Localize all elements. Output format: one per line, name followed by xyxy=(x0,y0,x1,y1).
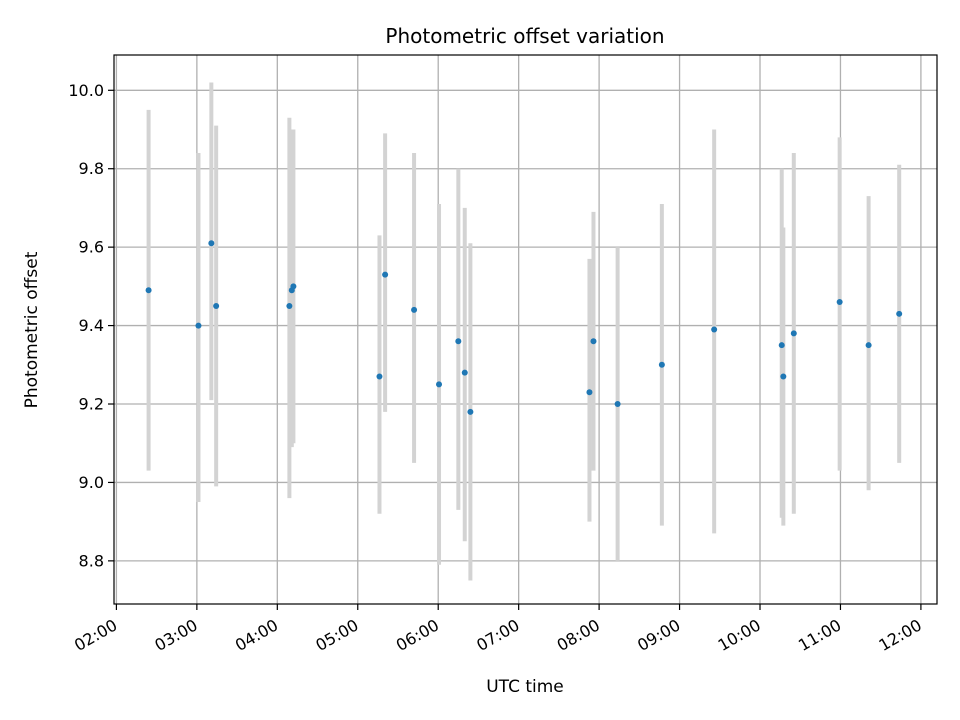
data-point xyxy=(376,373,383,380)
data-point xyxy=(411,306,418,313)
data-point xyxy=(658,361,665,368)
data-points xyxy=(145,240,903,415)
y-axis-title: Photometric offset xyxy=(22,251,42,408)
y-tick-label: 8.8 xyxy=(79,551,104,570)
data-point xyxy=(286,302,293,309)
data-point xyxy=(290,283,297,290)
x-tick-label: 07:00 xyxy=(473,615,522,655)
y-tick-label: 9.0 xyxy=(79,473,104,492)
data-point xyxy=(614,401,621,408)
data-point xyxy=(461,369,468,376)
data-point xyxy=(145,287,152,294)
data-point xyxy=(836,299,843,306)
data-point xyxy=(455,338,462,345)
y-tick-label: 10.0 xyxy=(68,81,104,100)
x-tick-label: 09:00 xyxy=(634,615,683,655)
data-point xyxy=(711,326,718,333)
x-tick-label: 02:00 xyxy=(71,615,120,655)
x-axis-ticks: 02:00 03:00 04:00 05:00 06:00 07:00 08:00 09:00… xyxy=(71,604,925,655)
data-point xyxy=(780,373,787,380)
y-axis-ticks: 8.8 9.0 9.2 9.4 9.6 9.8 10.0 xyxy=(68,81,114,570)
x-tick-label: 05:00 xyxy=(312,615,361,655)
x-tick-label: 12:00 xyxy=(875,615,924,655)
plot-area-frame xyxy=(113,54,938,605)
x-tick-label: 10:00 xyxy=(715,615,764,655)
data-point xyxy=(790,330,797,337)
data-point xyxy=(436,381,443,388)
data-point xyxy=(778,342,785,349)
x-tick-label: 08:00 xyxy=(554,615,603,655)
error-bars xyxy=(146,82,902,581)
data-point xyxy=(896,310,903,317)
y-tick-label: 9.4 xyxy=(79,316,104,335)
y-tick-label: 9.8 xyxy=(79,159,104,178)
x-axis-title: UTC time xyxy=(486,677,564,697)
y-tick-label: 9.2 xyxy=(79,395,104,414)
grid xyxy=(114,55,937,604)
y-tick-label: 9.6 xyxy=(79,238,104,257)
data-point xyxy=(467,408,474,415)
data-point xyxy=(195,322,202,329)
data-point xyxy=(865,342,872,349)
x-tick-label: 04:00 xyxy=(232,615,281,655)
data-point xyxy=(586,389,593,396)
x-tick-label: 06:00 xyxy=(393,615,442,655)
x-tick-label: 11:00 xyxy=(795,615,844,655)
data-point xyxy=(590,338,597,345)
data-point xyxy=(213,302,220,309)
x-tick-label: 03:00 xyxy=(151,615,200,655)
data-point xyxy=(208,240,215,247)
chart-title: Photometric offset variation xyxy=(385,24,664,48)
data-point xyxy=(382,271,389,278)
